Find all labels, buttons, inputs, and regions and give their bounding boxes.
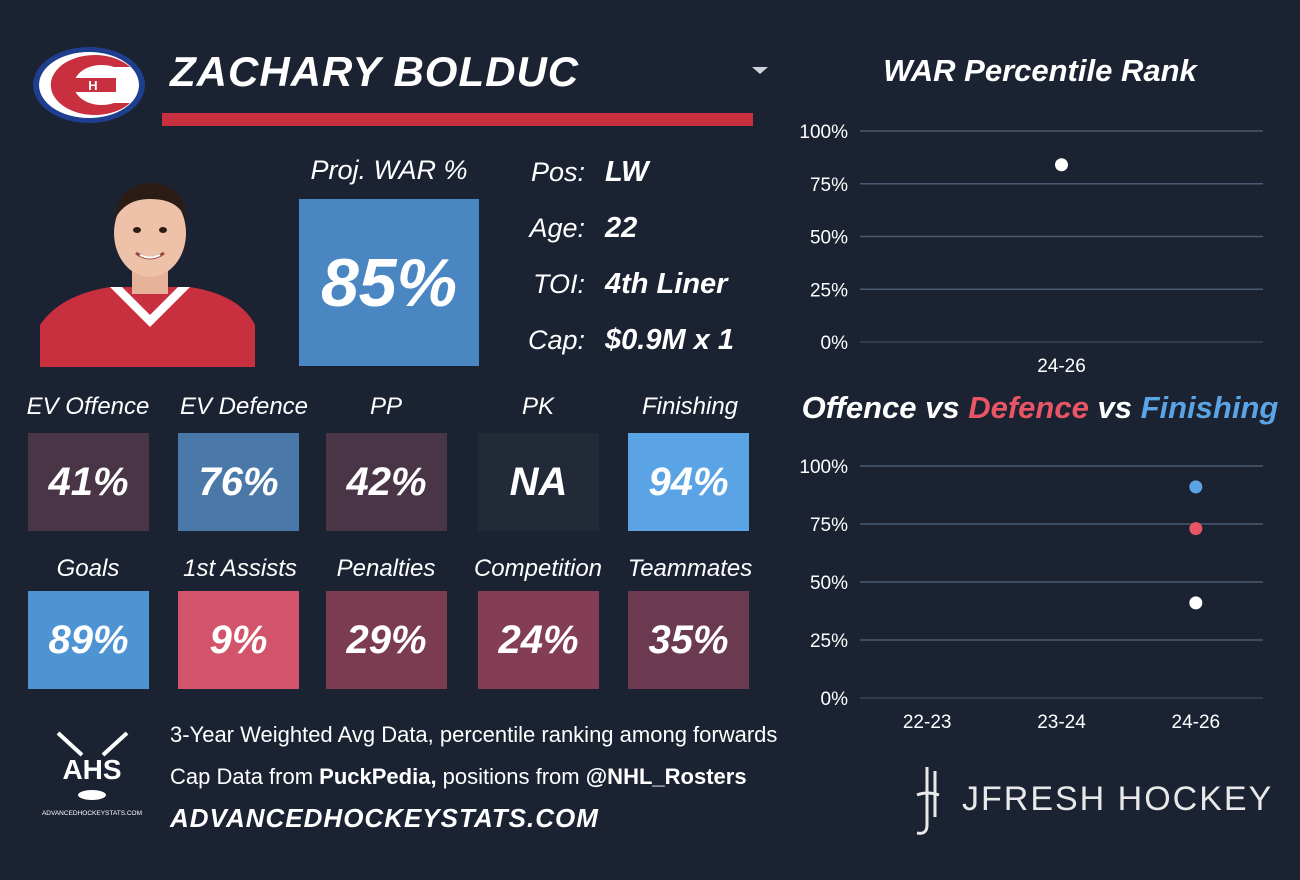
info-key: Age:	[529, 212, 585, 243]
info-row-age: Age: 22	[505, 208, 785, 248]
info-row-cap: Cap: $0.9M x 1	[505, 320, 785, 360]
nhl-rosters-link[interactable]: @NHL_Rosters	[585, 764, 747, 789]
title-defence: Defence	[968, 390, 1089, 425]
chart2-x-tick: 22-23	[903, 712, 952, 733]
tile-label-first-assists: 1st Assists	[183, 555, 297, 582]
tile-teammates: 35%	[628, 591, 749, 689]
chart2-y-tick: 25%	[810, 631, 848, 652]
chart1-x-tick: 24-26	[1037, 356, 1086, 377]
info-row-toi: TOI: 4th Liner	[505, 264, 785, 304]
chart2-point-defence	[1189, 522, 1203, 536]
chevron-down-icon[interactable]	[748, 60, 772, 80]
puckpedia-link[interactable]: PuckPedia,	[319, 764, 437, 789]
player-photo	[40, 175, 260, 367]
info-key: TOI:	[532, 268, 585, 299]
chart1-y-tick: 75%	[810, 175, 848, 196]
ahs-logo-text: AHS	[62, 754, 121, 785]
info-value: 22	[605, 211, 638, 244]
info-key: Cap:	[527, 324, 585, 355]
tile-label-penalties: Penalties	[336, 555, 436, 582]
info-value: LW	[605, 155, 649, 188]
chart1-y-tick: 50%	[810, 228, 848, 249]
tile-label-ev-offence: EV Offence	[26, 393, 150, 420]
footnote-data: 3-Year Weighted Avg Data, percentile ran…	[170, 722, 778, 747]
tile-label-ev-defence: EV Defence	[179, 393, 309, 420]
info-row-position: Pos: LW	[505, 152, 785, 192]
tile-pp: 42%	[326, 433, 447, 531]
footnote-sources: Cap Data from PuckPedia, positions from …	[170, 764, 747, 790]
tile-value: NA	[509, 459, 568, 504]
chart2-y-tick: 100%	[799, 457, 848, 478]
info-value: 4th Liner	[605, 267, 728, 300]
chart2-y-tick: 75%	[810, 515, 848, 536]
tile-label-pp: PP	[369, 393, 402, 420]
tile-value: 9%	[209, 617, 268, 662]
chart2-title: Offence vs Defence vs Finishing	[800, 390, 1280, 426]
name-underline	[162, 113, 753, 126]
tile-value: 24%	[498, 617, 579, 662]
tile-competition: 24%	[478, 591, 599, 689]
player-name: ZACHARY BOLDUC	[170, 48, 580, 95]
chart1-point-war	[1055, 158, 1068, 172]
tile-label-finishing: Finishing	[641, 393, 739, 420]
ahs-logo-subtext: ADVANCEDHOCKEYSTATS.COM	[42, 810, 142, 817]
tile-value: 94%	[648, 459, 729, 504]
title-finishing: Finishing	[1140, 390, 1279, 425]
chart2-point-finishing	[1189, 480, 1203, 494]
tile-label-competition: Competition	[473, 555, 603, 582]
chart1-y-tick: 100%	[799, 122, 848, 143]
tile-value: 89%	[48, 617, 129, 662]
tile-value: 76%	[198, 459, 279, 504]
brand-name: JFRESH HOCKEY	[962, 780, 1274, 818]
proj-war-value: 85%	[320, 244, 458, 321]
footnote-mid: positions from	[436, 764, 586, 789]
chart2-x-tick: 23-24	[1037, 712, 1086, 733]
tile-value: 41%	[48, 459, 129, 504]
ahs-logo: AHS ADVANCEDHOCKEYSTATS.COM	[42, 731, 142, 817]
tile-ev-offence: 41%	[28, 433, 149, 531]
tile-label-teammates: Teammates	[627, 555, 753, 582]
title-vs: vs	[1088, 390, 1141, 425]
info-value: $0.9M x 1	[605, 323, 734, 356]
svg-text:H: H	[88, 78, 97, 93]
tile-finishing: 94%	[628, 433, 749, 531]
tile-value: 42%	[346, 459, 427, 504]
tile-label-pk: PK	[521, 393, 554, 420]
tile-ev-defence: 76%	[178, 433, 299, 531]
chart1-y-tick: 25%	[810, 280, 848, 301]
chart2-point-offence	[1189, 596, 1203, 610]
chart2-x-tick: 24-26	[1172, 712, 1221, 733]
tile-first-assists: 9%	[178, 591, 299, 689]
tile-label-goals: Goals	[56, 555, 120, 582]
tile-value: 35%	[648, 617, 729, 662]
tile-goals: 89%	[28, 591, 149, 689]
chart1-title: WAR Percentile Rank	[883, 53, 1197, 88]
jfresh-logo-icon	[916, 767, 940, 835]
chart2-y-tick: 0%	[821, 689, 849, 710]
team-logo: H	[33, 47, 145, 123]
chart1-y-tick: 0%	[821, 333, 849, 354]
proj-war-tile: 85%	[299, 199, 479, 366]
site-url[interactable]: ADVANCEDHOCKEYSTATS.COM	[170, 803, 599, 833]
tile-pk: NA	[478, 433, 599, 531]
footnote-prefix: Cap Data from	[170, 764, 320, 789]
title-vs: vs	[916, 390, 969, 425]
chart2-y-tick: 50%	[810, 573, 848, 594]
title-offence: Offence	[801, 390, 917, 425]
tile-value: 29%	[346, 617, 427, 662]
info-key: Pos:	[530, 156, 585, 187]
proj-war-label: Proj. WAR %	[310, 155, 468, 185]
tile-penalties: 29%	[326, 591, 447, 689]
